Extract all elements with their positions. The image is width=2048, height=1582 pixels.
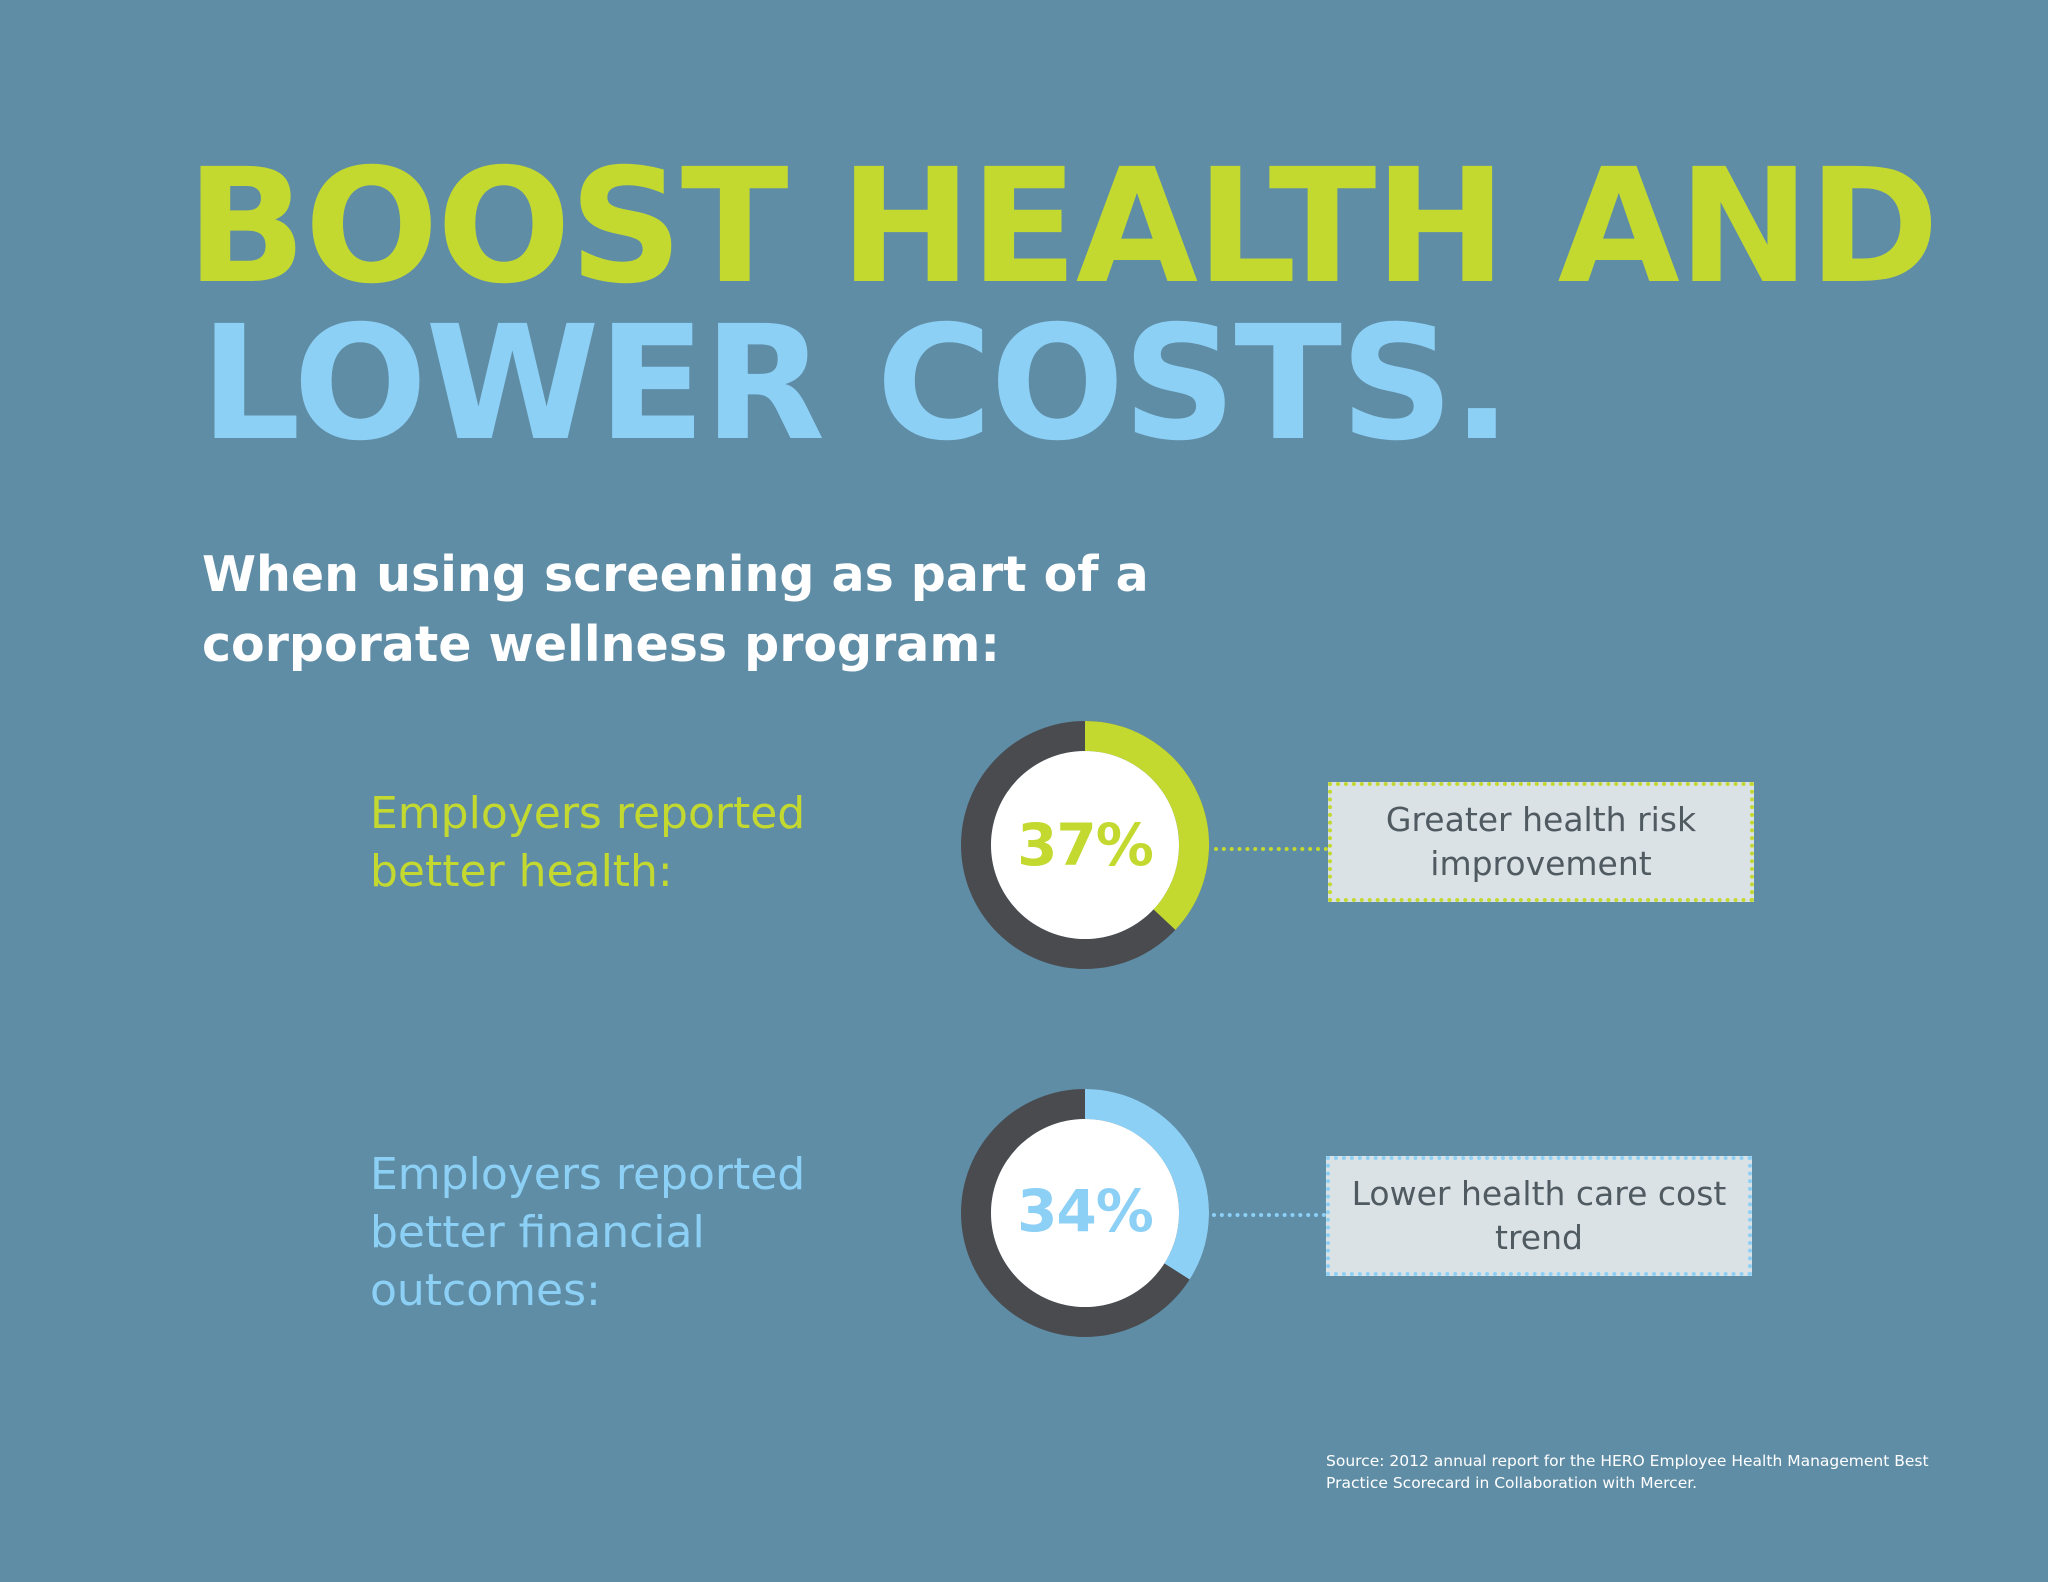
callout-health: Greater health risk improvement	[1328, 782, 1754, 902]
intro-text: When using screening as part of a corpor…	[202, 546, 1149, 673]
headline-line-2: LOWER COSTS.	[200, 292, 1512, 476]
stat-label-financial: Employers reported better financial outc…	[370, 1149, 806, 1316]
donut-slice-health	[1084, 721, 1209, 930]
stat-label-health: Employers reported better health:	[370, 788, 806, 897]
donut-center-financial	[991, 1119, 1179, 1307]
donut-slice-financial	[1084, 1089, 1209, 1280]
donut-chart-health	[961, 721, 1209, 969]
leader-line-health	[1214, 847, 1328, 851]
source-note: Source: 2012 annual report for the HERO …	[1326, 1452, 1929, 1492]
leader-line-financial	[1212, 1213, 1326, 1217]
donut-value-health: 37%	[1017, 811, 1154, 879]
callout-text-financial: Lower health care cost trend	[1351, 1174, 1727, 1257]
callout-text-health: Greater health risk improvement	[1385, 800, 1697, 883]
callout-financial: Lower health care cost trend	[1326, 1156, 1752, 1276]
donut-value-financial: 34%	[1017, 1177, 1154, 1245]
headline-line-1: BOOST HEALTH AND	[186, 135, 1939, 319]
donut-chart-financial	[961, 1089, 1209, 1337]
donut-center-health	[991, 751, 1179, 939]
